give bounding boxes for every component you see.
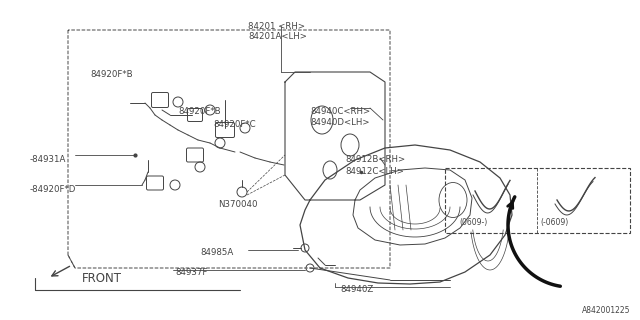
Text: 84920F*C: 84920F*C: [213, 120, 255, 129]
Text: -84931A: -84931A: [30, 155, 67, 164]
Text: FRONT: FRONT: [82, 272, 122, 285]
Text: -84920F*D: -84920F*D: [30, 185, 76, 194]
Text: 84912B<RH>: 84912B<RH>: [345, 155, 405, 164]
Text: 84920F*B: 84920F*B: [178, 107, 221, 116]
Text: 84940D<LH>: 84940D<LH>: [310, 118, 369, 127]
Text: 84920F*B: 84920F*B: [90, 70, 132, 79]
Text: 84985A: 84985A: [200, 248, 233, 257]
Text: 84201A<LH>: 84201A<LH>: [248, 32, 307, 41]
Text: (-0609): (-0609): [540, 218, 568, 227]
Text: 84912C<LH>: 84912C<LH>: [345, 167, 404, 176]
Text: A842001225: A842001225: [582, 306, 630, 315]
Text: N370040: N370040: [218, 200, 257, 209]
Text: 84940Z: 84940Z: [340, 285, 373, 294]
Text: 84937F: 84937F: [175, 268, 207, 277]
Text: (0609-): (0609-): [459, 218, 487, 227]
Text: 84201 <RH>: 84201 <RH>: [248, 22, 305, 31]
Text: 84940C<RH>: 84940C<RH>: [310, 107, 370, 116]
